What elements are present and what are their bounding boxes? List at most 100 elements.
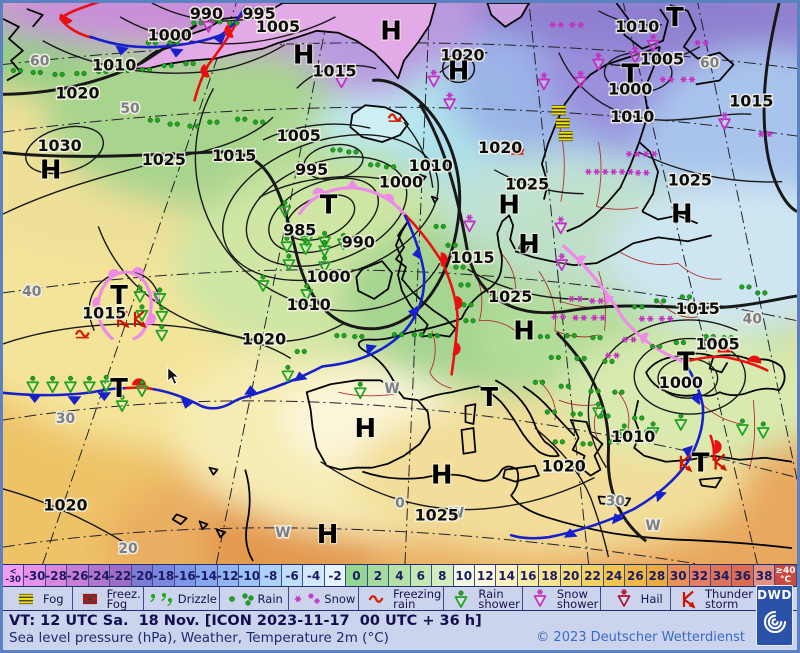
- symbol-sshower: [628, 45, 642, 64]
- isobar-label: 1000: [148, 26, 192, 45]
- grid-label: 20: [118, 541, 137, 557]
- weather-map: 60 60 50 40 40 30 30 20 0 W W W W 990 995 1000 1005 1010…: [3, 3, 797, 565]
- high-pressure-center: H: [380, 17, 402, 47]
- symbol-fog3: [555, 118, 570, 129]
- grid-label: W: [645, 518, 660, 534]
- temp-scale-cell: -22: [110, 565, 132, 586]
- legend-item-label: Freezing rain: [393, 586, 442, 611]
- symbol-rain2: [161, 62, 174, 69]
- dwd-logo: DWD: [756, 585, 793, 646]
- symbol-sshower: [574, 70, 587, 89]
- temperature-scale: < -30 -30 -28 -26 -24 -22 -20 -18 -16 -14 -12 -10 -8…: [3, 565, 797, 587]
- low-pressure-center: T: [666, 3, 684, 33]
- temp-scale-cell: -28: [45, 565, 68, 586]
- isobar-label: 990: [342, 232, 375, 251]
- isobar-label: 1025: [488, 287, 532, 306]
- symbol-snow2: [618, 168, 634, 175]
- symbol-rain2: [207, 119, 220, 125]
- temp-scale-cell: 2: [367, 565, 390, 586]
- temp-scale-cell: -12: [217, 565, 239, 586]
- symbol-rshower: [592, 401, 605, 419]
- symbol-rshower: [64, 375, 77, 394]
- symbol-rain2: [147, 117, 161, 123]
- symbol-sshower: [427, 69, 441, 88]
- isobar-label: 1005: [256, 17, 300, 36]
- symbol-rain2: [602, 358, 615, 365]
- symbol-rshower: [756, 421, 770, 439]
- temp-scale-cell: -10: [238, 565, 261, 586]
- symbol-fog3: [558, 130, 573, 142]
- thunderstorm-icon: [682, 590, 696, 608]
- symbol-sshower: [592, 52, 605, 71]
- coast-svalbard: [486, 3, 530, 28]
- symbol-freez: [387, 113, 403, 122]
- low-pressure-center: T: [621, 59, 639, 89]
- symbol-rain2: [334, 333, 347, 339]
- isobar-label: 1005: [640, 50, 684, 69]
- isobar-label: 1015: [450, 248, 494, 267]
- coast-islands: [171, 173, 439, 539]
- symbol-rain2: [673, 339, 687, 346]
- temp-scale-cell: 34: [710, 565, 733, 586]
- symbol-rshower: [135, 379, 149, 398]
- symbol-thunder: [714, 453, 728, 472]
- isobar-label: 1010: [611, 427, 655, 446]
- coast-britain: [395, 220, 457, 338]
- coast-ireland: [355, 260, 393, 300]
- coast-italy: [479, 379, 560, 458]
- high-pressure-center: H: [354, 414, 376, 444]
- symbol-snow2: [757, 130, 773, 138]
- legend-item-label: Snow: [324, 591, 356, 606]
- symbol-snow2: [591, 314, 606, 321]
- temp-scale-cell: 0: [346, 565, 368, 586]
- high-pressure-center: H: [448, 56, 470, 86]
- coast-sicily: [502, 464, 540, 483]
- symbol-rain2: [96, 68, 109, 75]
- isobar-label: 1020: [478, 138, 522, 157]
- symbol-rain2: [294, 348, 307, 355]
- symbol-rain2: [227, 20, 240, 26]
- symbol-thunder: [679, 454, 693, 473]
- legend-item-label: Hail: [640, 591, 663, 606]
- symbol-rain2: [10, 67, 24, 74]
- isobar-label: 1015: [212, 146, 256, 165]
- symbol-rain2: [52, 71, 65, 78]
- high-center-ring: [441, 53, 476, 84]
- symbol-rain2: [588, 388, 601, 394]
- symbol-snow2: [551, 313, 567, 320]
- symbol-rain2: [558, 383, 571, 389]
- chart-description-line: Sea level pressure (hPa), Weather, Tempe…: [9, 630, 389, 646]
- symbol-rain2: [458, 282, 471, 288]
- temp-scale-cell: 4: [389, 565, 411, 586]
- legend-item-label: Freez. Fog: [106, 586, 141, 611]
- high-pressure-center: H: [518, 230, 540, 260]
- coast-scandinavia: [541, 45, 699, 233]
- symbol-rain2: [117, 67, 131, 74]
- symbol-rain2: [30, 69, 43, 76]
- high-pressure-center: H: [671, 199, 693, 229]
- temp-scale-cell: -8: [260, 565, 282, 586]
- temp-scale-cell: ≥40 °C: [775, 565, 797, 586]
- grid-label: 60: [30, 54, 49, 70]
- weather-symbols: [10, 14, 773, 473]
- symbol-snow2: [549, 21, 565, 28]
- symbol-freez: [509, 146, 525, 155]
- legend-item-snow-shower: Snow shower: [523, 587, 602, 610]
- symbol-thunder: [133, 310, 147, 329]
- legend-item-rain-shower: Rain shower: [444, 587, 523, 610]
- grid-label: W: [449, 505, 464, 521]
- symbol-rshower: [256, 274, 270, 292]
- grid-label: 40: [22, 284, 41, 300]
- rain-shower-icon: [454, 589, 468, 608]
- coast-greece: [569, 419, 632, 507]
- symbol-snow2: [589, 297, 604, 304]
- symbol-rain2: [703, 334, 716, 340]
- legend-item-label: Fog: [43, 591, 64, 606]
- symbol-rain2: [574, 355, 587, 362]
- symbol-rain2: [590, 335, 603, 341]
- isobar-label: 1025: [668, 171, 712, 190]
- symbol-snow2: [659, 76, 675, 83]
- temp-scale-cell: 12: [474, 565, 497, 586]
- temp-scale-cell: 14: [496, 565, 518, 586]
